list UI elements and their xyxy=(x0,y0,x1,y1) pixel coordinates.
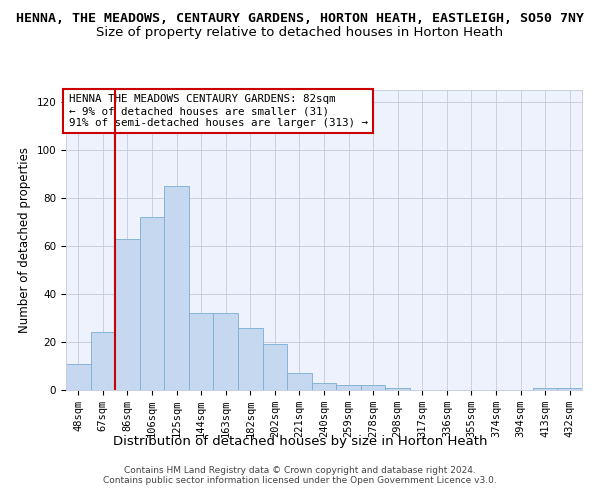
Bar xyxy=(336,385,361,390)
Bar xyxy=(66,364,91,390)
Bar xyxy=(385,388,410,390)
Bar xyxy=(91,332,115,390)
Text: HENNA, THE MEADOWS, CENTAURY GARDENS, HORTON HEATH, EASTLEIGH, SO50 7NY: HENNA, THE MEADOWS, CENTAURY GARDENS, HO… xyxy=(16,12,584,26)
Text: Distribution of detached houses by size in Horton Heath: Distribution of detached houses by size … xyxy=(113,435,487,448)
Text: Contains HM Land Registry data © Crown copyright and database right 2024.
Contai: Contains HM Land Registry data © Crown c… xyxy=(103,466,497,485)
Text: Size of property relative to detached houses in Horton Heath: Size of property relative to detached ho… xyxy=(97,26,503,39)
Bar xyxy=(115,239,140,390)
Bar xyxy=(361,385,385,390)
Bar xyxy=(312,383,336,390)
Bar xyxy=(164,186,189,390)
Bar xyxy=(557,388,582,390)
Bar xyxy=(140,217,164,390)
Bar xyxy=(533,388,557,390)
Y-axis label: Number of detached properties: Number of detached properties xyxy=(18,147,31,333)
Bar xyxy=(238,328,263,390)
Bar xyxy=(263,344,287,390)
Bar xyxy=(214,313,238,390)
Bar xyxy=(189,313,214,390)
Bar xyxy=(287,373,312,390)
Text: HENNA THE MEADOWS CENTAURY GARDENS: 82sqm
← 9% of detached houses are smaller (3: HENNA THE MEADOWS CENTAURY GARDENS: 82sq… xyxy=(68,94,368,128)
